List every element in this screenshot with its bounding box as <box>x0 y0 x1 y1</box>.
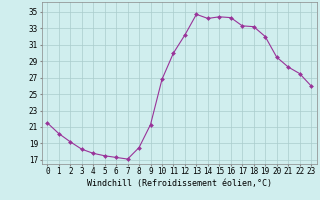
X-axis label: Windchill (Refroidissement éolien,°C): Windchill (Refroidissement éolien,°C) <box>87 179 272 188</box>
